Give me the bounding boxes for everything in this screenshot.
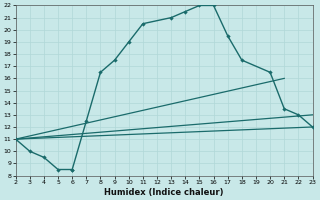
- X-axis label: Humidex (Indice chaleur): Humidex (Indice chaleur): [104, 188, 224, 197]
